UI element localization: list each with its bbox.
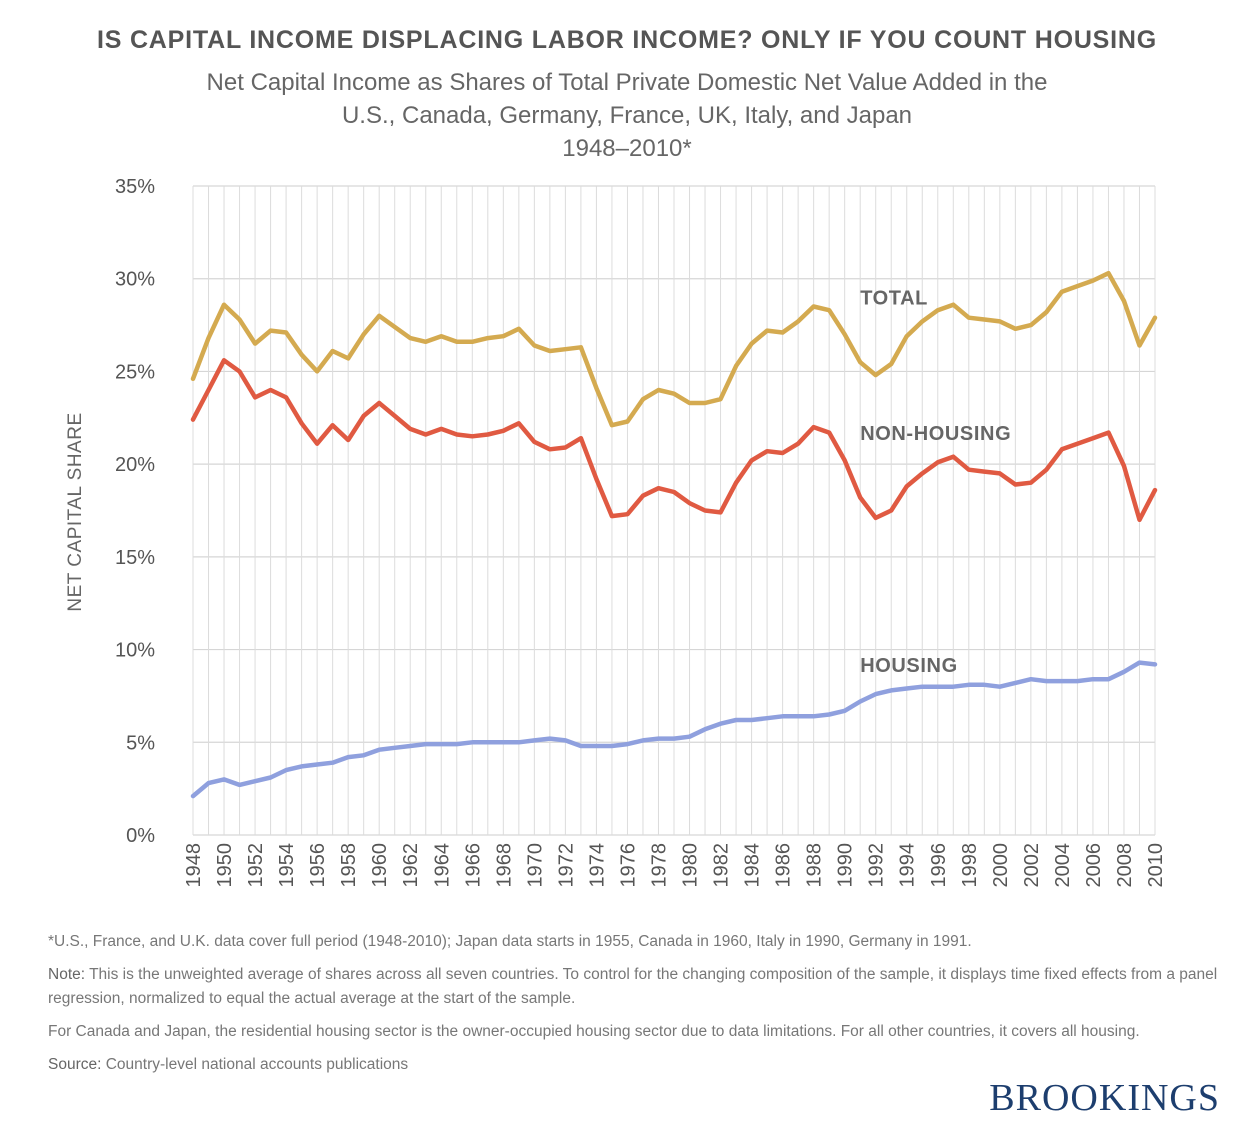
x-tick-label: 1988 [804,843,826,888]
x-tick-label: 2000 [990,843,1012,888]
brookings-logo: BROOKINGS [989,1077,1220,1119]
source-paragraph: Source: Country-level national accounts … [48,1053,1228,1077]
chart-grid [192,185,1156,836]
line-chart: 0%5%10%15%20%25%30%35% 1948 1950 1952 1954 1… [65,176,1167,888]
x-tick-label: 1976 [617,843,639,888]
x-tick-label: 1984 [742,843,764,888]
x-tick-label: 1964 [431,843,453,888]
note-text: This is the unweighted average of shares… [48,966,1218,1007]
x-tick-label: 1982 [711,843,733,888]
x-tick-label: 1956 [307,843,329,888]
x-tick-label: 1978 [648,843,670,888]
x-tick-label: 1958 [338,843,360,888]
x-tick-label: 1950 [214,843,236,888]
x-tick-label: 1980 [680,843,702,888]
source-text: Country-level national accounts publicat… [101,1056,409,1073]
series-line-total [190,270,1158,428]
series-label-housing: HOUSING [860,655,958,677]
x-tick-label: 1960 [369,843,391,888]
x-tick-label: 1970 [524,843,546,888]
x-tick-label: 2002 [1021,843,1043,888]
subtitle-line-1: Net Capital Income as Shares of Total Pr… [206,69,1048,96]
housing-paragraph: For Canada and Japan, the residential ho… [48,1023,1140,1040]
chart-series [190,270,1158,799]
series-label-non-housing: NON-HOUSING [860,423,1011,445]
x-tick-label: 1962 [400,843,422,888]
series-label-total: TOTAL [860,288,928,310]
x-tick-label: 1994 [897,843,919,888]
y-tick-label: 15% [115,547,155,569]
y-tick-label: 20% [115,454,155,476]
source-label: Source: [48,1056,102,1073]
footnote: *U.S., France, and U.K. data cover full … [48,933,972,950]
series-line-housing [190,660,1158,799]
x-tick-label: 1992 [866,843,888,888]
y-tick-label: 5% [126,732,155,754]
x-tick-label: 2010 [1145,843,1167,888]
x-tick-label: 2004 [1052,843,1074,888]
subtitle-line-2: U.S., Canada, Germany, France, UK, Italy… [341,102,913,129]
x-tick-label: 1974 [586,843,608,888]
chart-title: IS CAPITAL INCOME DISPLACING LABOR INCOM… [96,26,1157,54]
x-tick-label: 1996 [928,843,950,888]
x-tick-label: 1990 [835,843,857,888]
x-tick-label: 1968 [493,843,515,888]
chart-subtitle: Net Capital Income as Shares of Total Pr… [0,66,1254,165]
y-tick-label: 0% [126,825,155,847]
x-tick-label: 2006 [1083,843,1105,888]
note-paragraph: Note: This is the unweighted average of … [48,963,1228,1011]
y-axis-label: NET CAPITAL SHARE [65,412,86,611]
x-tick-label: 1948 [183,843,205,888]
x-axis-ticks: 1948 1950 1952 1954 1956 1958 1960 1962 1964 1966… [183,843,1167,888]
x-tick-label: 1966 [462,843,484,888]
x-tick-label: 1952 [245,843,267,888]
y-axis-ticks: 0% 5% 10% 15% 20% 25% 30% 35% [115,176,155,847]
series-labels: TOTAL NON-HOUSING HOUSING [860,288,1011,677]
y-tick-label: 35% [115,176,155,198]
note-label: Note: [48,966,86,983]
subtitle-line-3: 1948–2010* [562,135,692,162]
chart-notes: *U.S., France, and U.K. data cover full … [48,930,1228,1086]
y-tick-label: 25% [115,361,155,383]
x-tick-label: 1998 [959,843,981,888]
y-tick-label: 30% [115,269,155,291]
x-tick-label: 2008 [1114,843,1136,888]
x-tick-label: 1986 [773,843,795,888]
y-tick-label: 10% [115,640,155,662]
series-line-non-housing [190,358,1158,523]
x-tick-label: 1954 [276,843,298,888]
x-tick-label: 1972 [555,843,577,888]
